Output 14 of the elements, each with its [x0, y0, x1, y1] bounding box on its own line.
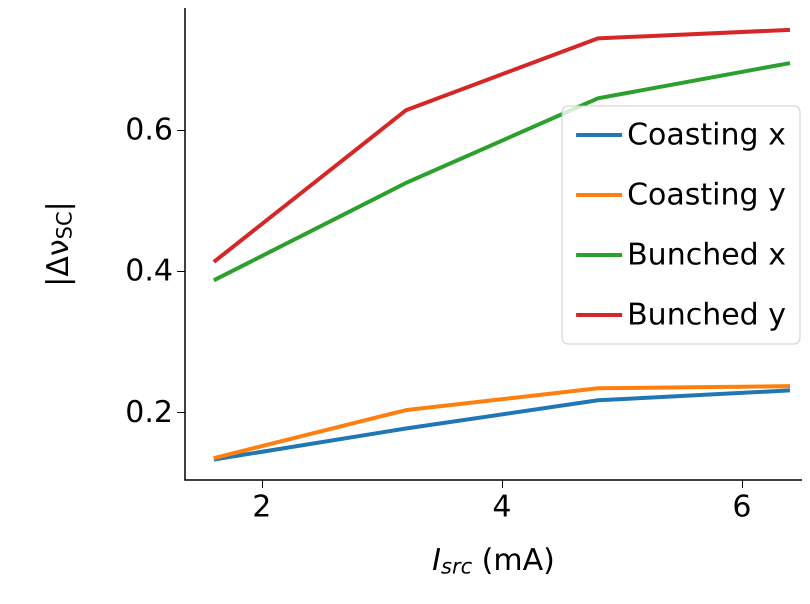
legend-label: Coasting x [627, 118, 786, 152]
y-tick-label: 0.4 [125, 254, 173, 289]
line-series [212, 28, 792, 264]
legend-label: Coasting y [627, 178, 786, 212]
legend-label: Bunched x [627, 238, 786, 272]
x-tick-label: 6 [732, 490, 752, 524]
x-tick-label: 2 [252, 490, 272, 524]
y-axis-title: |ΔνSC| [41, 201, 76, 287]
x-tick-label: 4 [492, 490, 512, 524]
y-tick-label: 0.2 [125, 394, 173, 430]
x-axis-title: Isrc (mA) [432, 543, 555, 578]
legend-label: Bunched y [627, 298, 786, 332]
line-series [212, 61, 792, 282]
y-tick-label: 0.6 [125, 112, 173, 148]
